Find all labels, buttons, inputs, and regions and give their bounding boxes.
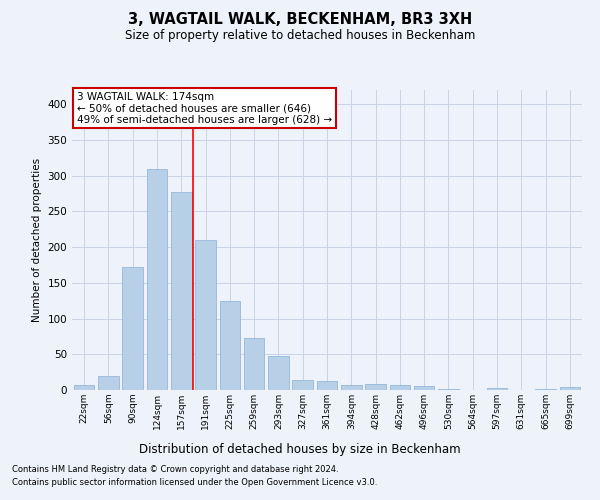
Bar: [171, 192, 191, 390]
Bar: [268, 356, 289, 390]
Bar: [317, 382, 337, 390]
Text: 3, WAGTAIL WALK, BECKENHAM, BR3 3XH: 3, WAGTAIL WALK, BECKENHAM, BR3 3XH: [128, 12, 472, 28]
Bar: [365, 384, 386, 390]
Text: Distribution of detached houses by size in Beckenham: Distribution of detached houses by size …: [139, 442, 461, 456]
Bar: [122, 267, 143, 390]
Bar: [220, 300, 240, 390]
Text: Size of property relative to detached houses in Beckenham: Size of property relative to detached ho…: [125, 29, 475, 42]
Bar: [341, 385, 362, 390]
Bar: [438, 388, 459, 390]
Bar: [560, 387, 580, 390]
Bar: [146, 168, 167, 390]
Bar: [292, 380, 313, 390]
Bar: [414, 386, 434, 390]
Bar: [195, 240, 216, 390]
Text: Contains HM Land Registry data © Crown copyright and database right 2024.: Contains HM Land Registry data © Crown c…: [12, 466, 338, 474]
Text: 3 WAGTAIL WALK: 174sqm
← 50% of detached houses are smaller (646)
49% of semi-de: 3 WAGTAIL WALK: 174sqm ← 50% of detached…: [77, 92, 332, 124]
Bar: [244, 338, 265, 390]
Bar: [487, 388, 508, 390]
Bar: [389, 385, 410, 390]
Bar: [98, 376, 119, 390]
Bar: [74, 385, 94, 390]
Text: Contains public sector information licensed under the Open Government Licence v3: Contains public sector information licen…: [12, 478, 377, 487]
Y-axis label: Number of detached properties: Number of detached properties: [32, 158, 42, 322]
